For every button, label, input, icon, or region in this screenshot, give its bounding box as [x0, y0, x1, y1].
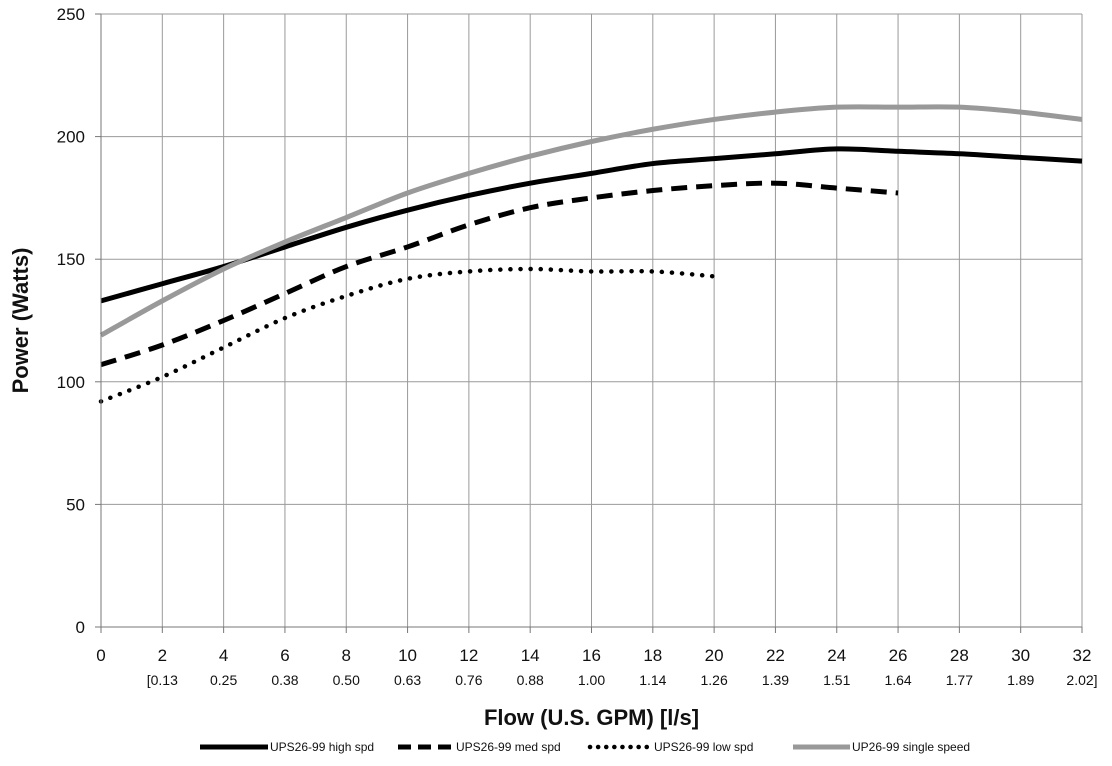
x-tick-label-secondary: 0.50	[333, 672, 360, 688]
x-tick-label: 20	[705, 646, 724, 665]
x-axis-title: Flow (U.S. GPM) [l/s]	[484, 705, 699, 730]
series-line-low-spd	[98, 266, 717, 404]
legend-label: UPS26-99 high spd	[270, 740, 374, 754]
y-tick-label: 100	[57, 373, 85, 392]
series-line-single-speed	[99, 104, 1083, 338]
x-tick-label-secondary: 1.89	[1007, 672, 1034, 688]
series-line-high-spd	[100, 146, 1083, 304]
x-tick-label: 22	[766, 646, 785, 665]
y-tick-label: 200	[57, 128, 85, 147]
x-tick-label-secondary: [0.13	[147, 672, 178, 688]
legend-label: UPS26-99 low spd	[654, 740, 753, 754]
x-tick-label: 30	[1011, 646, 1030, 665]
x-tick-label: 2	[158, 646, 167, 665]
x-tick-label-secondary: 1.26	[701, 672, 728, 688]
x-tick-label: 8	[342, 646, 351, 665]
y-axis-title: Power (Watts)	[8, 248, 33, 394]
x-tick-label-secondary: 1.39	[762, 672, 789, 688]
x-tick-label: 16	[582, 646, 601, 665]
x-tick-label: 28	[950, 646, 969, 665]
x-tick-label: 12	[459, 646, 478, 665]
x-tick-label-secondary: 1.00	[578, 672, 605, 688]
x-tick-label: 10	[398, 646, 417, 665]
x-tick-label: 4	[219, 646, 228, 665]
y-tick-label: 50	[66, 495, 85, 514]
legend-item-high-spd: UPS26-99 high spd	[200, 740, 374, 754]
x-tick-label-secondary: 1.14	[639, 672, 666, 688]
y-tick-label: 150	[57, 250, 85, 269]
x-tick-label: 14	[521, 646, 540, 665]
x-tick-label-secondary: 0.88	[517, 672, 544, 688]
legend-item-single-speed: UP26-99 single speed	[793, 740, 970, 754]
x-tick-label-secondary: 0.38	[271, 672, 298, 688]
x-tick-label-secondary: 0.76	[455, 672, 482, 688]
y-tick-label: 0	[76, 618, 85, 637]
x-tick-label-secondary: 1.64	[884, 672, 911, 688]
x-tick-label-secondary: 1.77	[946, 672, 973, 688]
x-tick-label: 24	[827, 646, 846, 665]
legend-label: UP26-99 single speed	[852, 740, 970, 754]
x-tick-label-secondary: 0.63	[394, 672, 421, 688]
legend-item-low-spd: UPS26-99 low spd	[587, 740, 753, 754]
x-tick-label-secondary: 2.02]	[1066, 672, 1097, 688]
x-tick-label-secondary: 1.51	[823, 672, 850, 688]
legend-label: UPS26-99 med spd	[456, 740, 561, 754]
x-tick-label: 6	[280, 646, 289, 665]
x-tick-label: 18	[643, 646, 662, 665]
x-tick-label: 32	[1073, 646, 1092, 665]
series-line-med-spd	[100, 180, 899, 368]
x-tick-label: 0	[96, 646, 105, 665]
y-tick-label: 250	[57, 5, 85, 24]
legend-item-med-spd: UPS26-99 med spd	[398, 740, 561, 754]
x-tick-label-secondary: 0.25	[210, 672, 237, 688]
x-tick-label: 26	[889, 646, 908, 665]
